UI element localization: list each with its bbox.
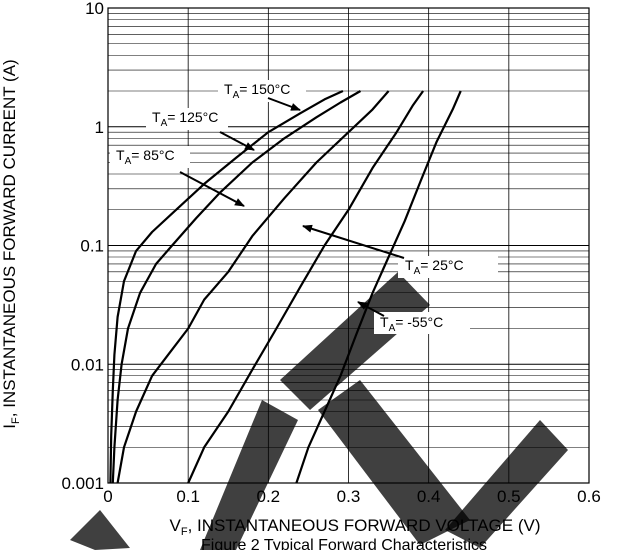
- watermark-stroke: [318, 380, 470, 545]
- watermark: [70, 272, 568, 550]
- x-tick-label: 0.4: [417, 487, 441, 506]
- annotation-label: TA= 25°C: [405, 257, 464, 277]
- annotation-150c: TA= 150°C: [218, 80, 306, 111]
- annotation-label-sub: A: [414, 266, 421, 277]
- annotation-label-sub: A: [161, 118, 168, 129]
- series-line-minus55c: [295, 90, 462, 484]
- annotation-label-main: T: [380, 314, 389, 330]
- annotation-arrow: [219, 131, 255, 151]
- annotations: TA= 150°CTA= 125°CTA= 85°CTA= 25°CTA= -5…: [110, 80, 498, 334]
- y-tick-label: 0.001: [61, 474, 104, 493]
- annotation-label-rest: = 85°C: [131, 147, 174, 163]
- x-tick-label: 0.1: [176, 487, 200, 506]
- annotation-label-main: T: [224, 81, 233, 97]
- annotation-background: [146, 108, 228, 130]
- series-group: [109, 89, 462, 484]
- annotation-label-rest: = -55°C: [395, 314, 443, 330]
- y-axis-label: IF, INSTANTANEOUS FORWARD CURRENT (A): [0, 59, 22, 428]
- y-axis-label-rest: , INSTANTANEOUS FORWARD CURRENT (A): [0, 59, 19, 417]
- annotation-label-sub: A: [389, 323, 396, 334]
- annotation-label-sub: A: [125, 156, 132, 167]
- series-line-125c: [111, 90, 362, 484]
- annotation-label: TA= 150°C: [224, 81, 290, 101]
- annotation-125c: TA= 125°C: [146, 108, 255, 151]
- annotation-minus55c: TA= -55°C: [357, 301, 470, 334]
- annotation-label-rest: = 125°C: [167, 109, 218, 125]
- annotation-arrow: [302, 224, 405, 259]
- x-tick-label: 0.5: [497, 487, 521, 506]
- tick-labels: 0 0.1 0.2 0.3 0.4 0.5 0.6 0.001 0.01 0.1 1 10: [61, 0, 600, 506]
- annotation-background: [398, 256, 498, 278]
- annotation-label-rest: = 150°C: [239, 81, 290, 97]
- annotation-label: TA= 85°C: [116, 147, 175, 167]
- annotation-arrow: [357, 301, 385, 317]
- y-axis-label-sub: F: [10, 417, 22, 424]
- x-axis-label-rest: , INSTANTANEOUS FORWARD VOLTAGE (V): [188, 516, 541, 535]
- plot-frame: [107, 7, 590, 484]
- y-tick-label: 0.1: [80, 237, 104, 256]
- annotation-arrow: [179, 171, 245, 207]
- annotation-background: [374, 312, 470, 334]
- watermark-stroke: [445, 420, 568, 548]
- watermark-stroke: [280, 272, 430, 410]
- annotation-label-rest: = 25°C: [420, 257, 463, 273]
- annotation-label: TA= 125°C: [152, 109, 218, 129]
- watermark-stroke: [200, 400, 298, 550]
- x-tick-label: 0.3: [337, 487, 361, 506]
- series-line-150c: [109, 89, 344, 484]
- annotation-background: [110, 146, 190, 168]
- y-tick-label: 10: [85, 0, 104, 18]
- annotation-label: TA= -55°C: [380, 314, 443, 334]
- x-tick-label: 0.6: [577, 487, 601, 506]
- watermark-stroke: [70, 510, 130, 550]
- annotation-25c: TA= 25°C: [302, 224, 498, 278]
- series-line-25c: [187, 90, 424, 484]
- annotation-label-main: T: [405, 257, 414, 273]
- annotation-label-main: T: [116, 147, 125, 163]
- x-axis-label: VF, INSTANTANEOUS FORWARD VOLTAGE (V): [169, 516, 540, 538]
- x-tick-label: 0: [103, 487, 112, 506]
- x-axis-label-sub: F: [181, 526, 188, 538]
- annotation-label-sub: A: [233, 90, 240, 101]
- y-tick-label: 1: [95, 118, 104, 137]
- annotation-85c: TA= 85°C: [110, 146, 245, 207]
- annotation-label-main: T: [152, 109, 161, 125]
- x-axis-label-main: V: [169, 516, 181, 535]
- series-line-85c: [116, 90, 390, 484]
- annotation-arrow: [267, 97, 301, 111]
- figure-caption: Figure 2 Typical Forward Characteristics: [201, 537, 487, 550]
- y-axis-label-main: I: [0, 424, 19, 429]
- y-tick-label: 0.01: [71, 355, 104, 374]
- x-tick-label: 0.2: [257, 487, 281, 506]
- annotation-background: [218, 80, 306, 102]
